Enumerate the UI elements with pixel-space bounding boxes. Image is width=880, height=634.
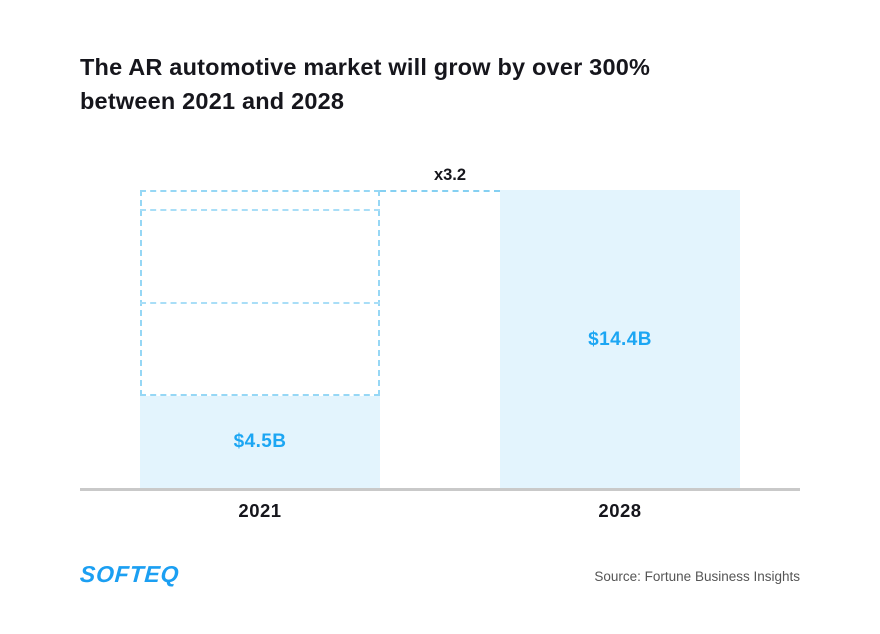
x-axis-label-2021: 2021 xyxy=(238,500,282,521)
bar-2028-value-label: $14.4B xyxy=(588,328,652,350)
ghost-segment-divider xyxy=(140,208,380,211)
title-line-2: between 2021 and 2028 xyxy=(80,88,345,114)
x-axis-label-2028: 2028 xyxy=(598,500,642,521)
page-title: The AR automotive market will grow by ov… xyxy=(80,50,780,118)
bar-2021: $4.5B xyxy=(140,395,380,489)
title-line-1: The AR automotive market will grow by ov… xyxy=(80,54,651,80)
source-attribution: Source: Fortune Business Insights xyxy=(594,569,800,584)
bar-2021-value-label: $4.5B xyxy=(233,431,287,453)
bar-chart-plot-area: x3.2 $4.5B $14.4B 2021 2028 xyxy=(80,166,800,521)
multiplier-ghost-outline xyxy=(140,190,380,396)
x-axis-line xyxy=(80,488,800,491)
bar-2028: $14.4B xyxy=(500,190,740,489)
ghost-segment-divider xyxy=(140,302,380,305)
softeq-logo: SOFTEQ xyxy=(79,561,181,587)
multiplier-connector-line xyxy=(380,190,500,192)
multiplier-label: x3.2 xyxy=(433,166,467,184)
